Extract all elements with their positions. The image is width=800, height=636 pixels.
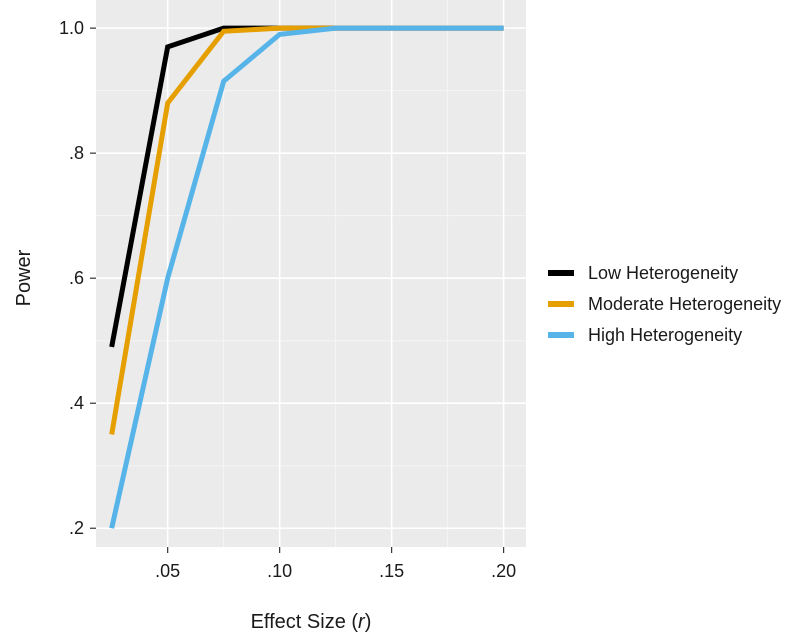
legend-label-0: Low Heterogeneity: [588, 263, 738, 283]
y-tick-label: .2: [69, 518, 84, 538]
y-axis-title: Power: [13, 249, 35, 306]
x-tick-label: .15: [379, 561, 404, 581]
y-tick-label: .6: [69, 268, 84, 288]
y-tick-label: .4: [69, 393, 84, 413]
x-axis: .05 .10 .15 .20: [155, 547, 516, 581]
x-axis-title-variable: r: [358, 611, 366, 633]
y-tick-label: 1.0: [59, 18, 84, 38]
grid-major: [96, 0, 526, 547]
y-tick-label: .8: [69, 143, 84, 163]
x-tick-label: .05: [155, 561, 180, 581]
series-line-2: [109, 25, 504, 529]
legend-label-2: High Heterogeneity: [588, 325, 742, 345]
series-lines: [109, 25, 504, 529]
x-axis-title: Effect Size (r): [251, 611, 372, 633]
x-tick-label: .20: [491, 561, 516, 581]
x-tick-label: .10: [267, 561, 292, 581]
y-axis: .2 .4 .6 .8 1.0: [59, 18, 96, 538]
legend: Low Heterogeneity Moderate Heterogeneity H…: [548, 263, 781, 345]
legend-label-1: Moderate Heterogeneity: [588, 294, 781, 314]
